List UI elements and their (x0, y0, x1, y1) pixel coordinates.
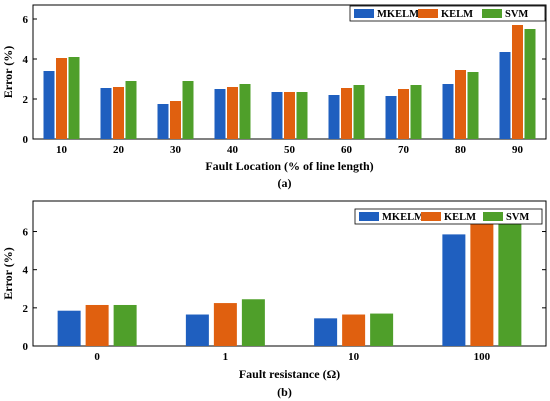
legend: MKELM KELM SVM (349, 5, 546, 22)
y-tick-label: 0 (23, 341, 29, 353)
legend-label-svm: SVM (506, 212, 529, 223)
bar-svm-50 (296, 92, 308, 139)
x-tick-label: 10 (348, 351, 360, 363)
y-tick-label: 6 (23, 14, 29, 26)
x-tick-label: 70 (398, 144, 410, 156)
x-tick-label: 80 (455, 144, 467, 156)
bar-kelm-0 (85, 304, 109, 346)
bar-svm-60 (353, 85, 365, 139)
x-tick-label: 90 (512, 144, 524, 156)
bar-kelm-40 (227, 87, 238, 139)
x-tick-label: 30 (170, 144, 182, 156)
bar-svm-10 (370, 313, 394, 346)
y-tick-label: 2 (23, 94, 29, 106)
bar-mkelm-60 (328, 95, 340, 139)
bar-svm-70 (410, 85, 422, 139)
legend-swatch-svm (482, 9, 502, 18)
bar-kelm-90 (512, 25, 523, 139)
bar-svm-90 (524, 29, 536, 139)
bar-mkelm-90 (499, 52, 511, 139)
bar-mkelm-10 (43, 71, 55, 139)
bar-svm-0 (113, 304, 137, 346)
bar-svm-1 (241, 299, 265, 346)
bar-mkelm-80 (442, 84, 454, 139)
legend: MKELM KELM SVM (354, 208, 543, 225)
legend-label-kelm: KELM (441, 9, 473, 20)
bar-mkelm-20 (100, 88, 112, 139)
x-tick-label: 100 (474, 351, 491, 363)
bar-kelm-10 (56, 58, 67, 139)
bar-kelm-100 (470, 223, 494, 346)
legend-label-mkelm: MKELM (382, 212, 424, 223)
bar-kelm-50 (284, 92, 295, 139)
legend-swatch-kelm (421, 212, 441, 221)
bar-mkelm-100 (442, 234, 466, 346)
panel-caption: (b) (277, 385, 292, 399)
legend-swatch-mkelm (354, 9, 374, 18)
bar-kelm-10 (342, 314, 366, 346)
bar-svm-20 (125, 81, 137, 139)
bar-mkelm-50 (271, 92, 283, 139)
x-tick-label: 20 (113, 144, 125, 156)
bar-mkelm-0 (57, 310, 81, 346)
chart-panel-b: 0 2 4 6 0 1 10 100 Fault resistance (Ω) Error (%)… (1, 200, 547, 399)
bar-kelm-60 (341, 88, 352, 139)
y-axis-label: Error (%) (1, 247, 15, 300)
bar-mkelm-10 (314, 318, 338, 346)
x-tick-label: 50 (284, 144, 296, 156)
y-tick-label: 6 (23, 227, 29, 239)
x-tick-label: 10 (56, 144, 68, 156)
bar-svm-100 (498, 219, 522, 346)
legend-swatch-svm (483, 212, 503, 221)
bar-svm-40 (239, 84, 251, 139)
y-tick-label: 4 (23, 265, 29, 277)
chart-panel-a: 0 2 4 6 10 20 30 40 50 60 70 80 90 Fault Location (% … (1, 4, 547, 190)
x-tick-label: 60 (341, 144, 353, 156)
x-axis-label: Fault resistance (Ω) (239, 367, 340, 381)
legend-label-svm: SVM (505, 9, 528, 20)
bar-mkelm-1 (185, 314, 209, 346)
bar-svm-80 (467, 72, 479, 139)
y-tick-label: 0 (23, 134, 29, 146)
x-tick-label: 0 (94, 351, 100, 363)
bar-mkelm-40 (214, 89, 226, 139)
x-tick-label: 40 (227, 144, 239, 156)
x-axis-label: Fault Location (% of line length) (205, 159, 373, 173)
legend-label-kelm: KELM (444, 212, 476, 223)
bar-mkelm-70 (385, 96, 397, 139)
bar-mkelm-30 (157, 104, 169, 139)
bar-svm-30 (182, 81, 194, 139)
legend-swatch-kelm (418, 9, 438, 18)
bar-kelm-1 (213, 303, 237, 346)
x-tick-label: 1 (223, 351, 229, 363)
bar-svm-10 (68, 57, 80, 139)
bar-kelm-70 (398, 89, 409, 139)
legend-label-mkelm: MKELM (377, 9, 419, 20)
bar-kelm-30 (170, 101, 181, 139)
plot-frame (32, 200, 547, 347)
legend-swatch-mkelm (359, 212, 379, 221)
bar-kelm-20 (113, 87, 124, 139)
panel-caption: (a) (278, 176, 292, 190)
bar-kelm-80 (455, 70, 466, 139)
y-tick-label: 2 (23, 303, 29, 315)
y-axis-label: Error (%) (1, 46, 15, 99)
y-tick-label: 4 (23, 54, 29, 66)
